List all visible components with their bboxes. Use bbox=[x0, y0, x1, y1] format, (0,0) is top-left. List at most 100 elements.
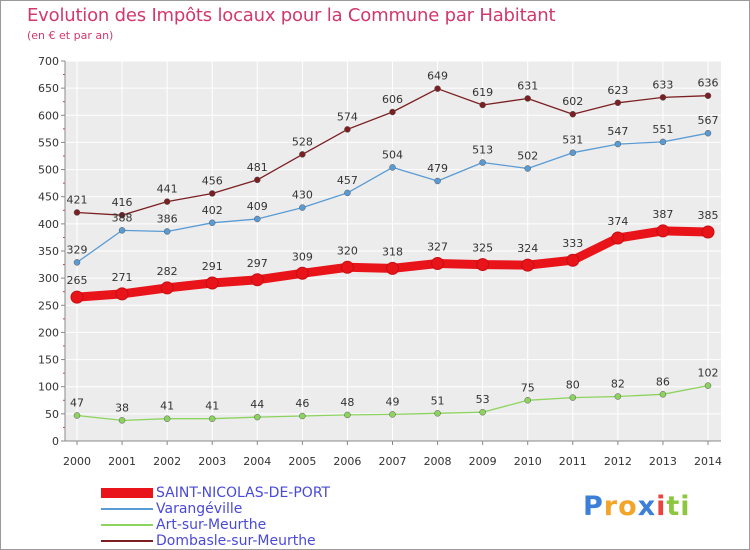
data-point bbox=[163, 198, 171, 205]
x-tick-label: 2013 bbox=[649, 455, 677, 468]
data-label: 309 bbox=[292, 250, 313, 263]
data-label: 502 bbox=[517, 149, 538, 162]
data-label: 82 bbox=[611, 377, 625, 390]
data-point bbox=[434, 177, 441, 185]
data-label: 386 bbox=[157, 212, 178, 225]
data-point bbox=[254, 413, 261, 421]
data-label: 41 bbox=[205, 400, 219, 413]
legend-label: Varangéville bbox=[156, 501, 243, 517]
data-point bbox=[479, 408, 486, 416]
data-label: 102 bbox=[698, 367, 719, 380]
data-point bbox=[476, 258, 490, 272]
data-point bbox=[254, 176, 261, 184]
data-label: 329 bbox=[67, 243, 88, 256]
data-point bbox=[163, 415, 171, 422]
data-point bbox=[118, 227, 126, 234]
data-label: 86 bbox=[656, 375, 670, 388]
data-point bbox=[656, 224, 670, 238]
data-point bbox=[73, 209, 81, 216]
data-point bbox=[208, 219, 216, 227]
y-tick-label: 450 bbox=[38, 191, 59, 204]
data-label: 49 bbox=[386, 395, 400, 408]
data-label: 402 bbox=[202, 204, 223, 217]
data-point bbox=[70, 290, 84, 304]
legend-swatch-saint-nicolas bbox=[101, 488, 153, 498]
logo-letter: P bbox=[583, 491, 604, 522]
y-tick-label: 50 bbox=[45, 408, 59, 421]
data-label: 291 bbox=[202, 260, 223, 273]
x-tick-label: 2011 bbox=[559, 455, 587, 468]
y-tick-label: 300 bbox=[38, 272, 59, 285]
data-point bbox=[524, 95, 531, 102]
data-point bbox=[118, 211, 126, 219]
y-tick-label: 250 bbox=[38, 299, 59, 312]
data-label: 38 bbox=[115, 401, 129, 414]
data-label: 574 bbox=[337, 110, 358, 123]
data-label: 649 bbox=[427, 70, 448, 83]
data-label: 324 bbox=[517, 242, 538, 255]
data-point bbox=[569, 394, 577, 401]
data-point bbox=[479, 159, 486, 166]
data-label: 623 bbox=[607, 84, 628, 97]
data-label: 421 bbox=[67, 193, 88, 206]
data-label: 374 bbox=[607, 215, 628, 228]
data-point bbox=[389, 164, 396, 171]
data-point bbox=[295, 266, 309, 280]
data-label: 567 bbox=[698, 114, 719, 127]
y-tick-label: 350 bbox=[38, 245, 59, 258]
data-point bbox=[254, 215, 261, 223]
y-tick-label: 400 bbox=[38, 218, 59, 231]
data-label: 51 bbox=[431, 394, 445, 407]
data-point bbox=[704, 129, 712, 137]
data-label: 633 bbox=[652, 78, 673, 91]
data-point bbox=[340, 260, 354, 274]
data-label: 528 bbox=[292, 135, 313, 148]
data-label: 606 bbox=[382, 93, 403, 106]
data-label: 271 bbox=[112, 271, 133, 284]
data-point bbox=[160, 281, 174, 295]
data-label: 551 bbox=[652, 123, 673, 136]
data-label: 456 bbox=[202, 174, 223, 187]
data-point bbox=[569, 110, 577, 118]
data-point bbox=[611, 231, 625, 245]
data-point bbox=[115, 287, 129, 301]
y-tick-label: 0 bbox=[52, 435, 59, 448]
data-point bbox=[524, 165, 531, 172]
logo-letter: x bbox=[637, 491, 657, 522]
data-point bbox=[524, 397, 531, 404]
data-label: 80 bbox=[566, 379, 580, 392]
y-tick-label: 200 bbox=[38, 326, 59, 339]
logo-letter: o bbox=[618, 491, 638, 522]
data-point bbox=[205, 276, 219, 290]
data-label: 430 bbox=[292, 189, 313, 202]
data-point bbox=[479, 101, 486, 109]
data-point bbox=[299, 412, 306, 420]
data-label: 53 bbox=[476, 393, 490, 406]
y-tick-label: 600 bbox=[38, 109, 59, 122]
logo-letter: t bbox=[666, 491, 681, 522]
y-tick-label: 100 bbox=[38, 381, 59, 394]
data-label: 547 bbox=[607, 125, 628, 138]
x-tick-label: 2003 bbox=[198, 455, 226, 468]
x-tick-label: 2010 bbox=[514, 455, 542, 468]
y-tick-label: 700 bbox=[38, 55, 59, 68]
y-tick-label: 150 bbox=[38, 354, 59, 367]
data-label: 481 bbox=[247, 161, 268, 174]
legend-swatch-varangeville bbox=[101, 508, 153, 510]
data-point bbox=[659, 391, 667, 398]
data-label: 388 bbox=[112, 211, 133, 224]
data-label: 333 bbox=[562, 237, 583, 250]
logo-letter: i bbox=[656, 491, 667, 522]
data-point bbox=[701, 225, 715, 239]
data-point bbox=[704, 92, 712, 99]
data-label: 631 bbox=[517, 79, 538, 92]
data-label: 75 bbox=[521, 381, 535, 394]
data-point bbox=[566, 253, 580, 267]
data-point bbox=[434, 410, 441, 417]
data-label: 325 bbox=[472, 242, 493, 255]
data-point bbox=[208, 190, 216, 197]
data-point bbox=[389, 108, 396, 116]
x-tick-label: 2005 bbox=[288, 455, 316, 468]
data-point bbox=[431, 256, 445, 270]
data-point bbox=[521, 258, 535, 272]
